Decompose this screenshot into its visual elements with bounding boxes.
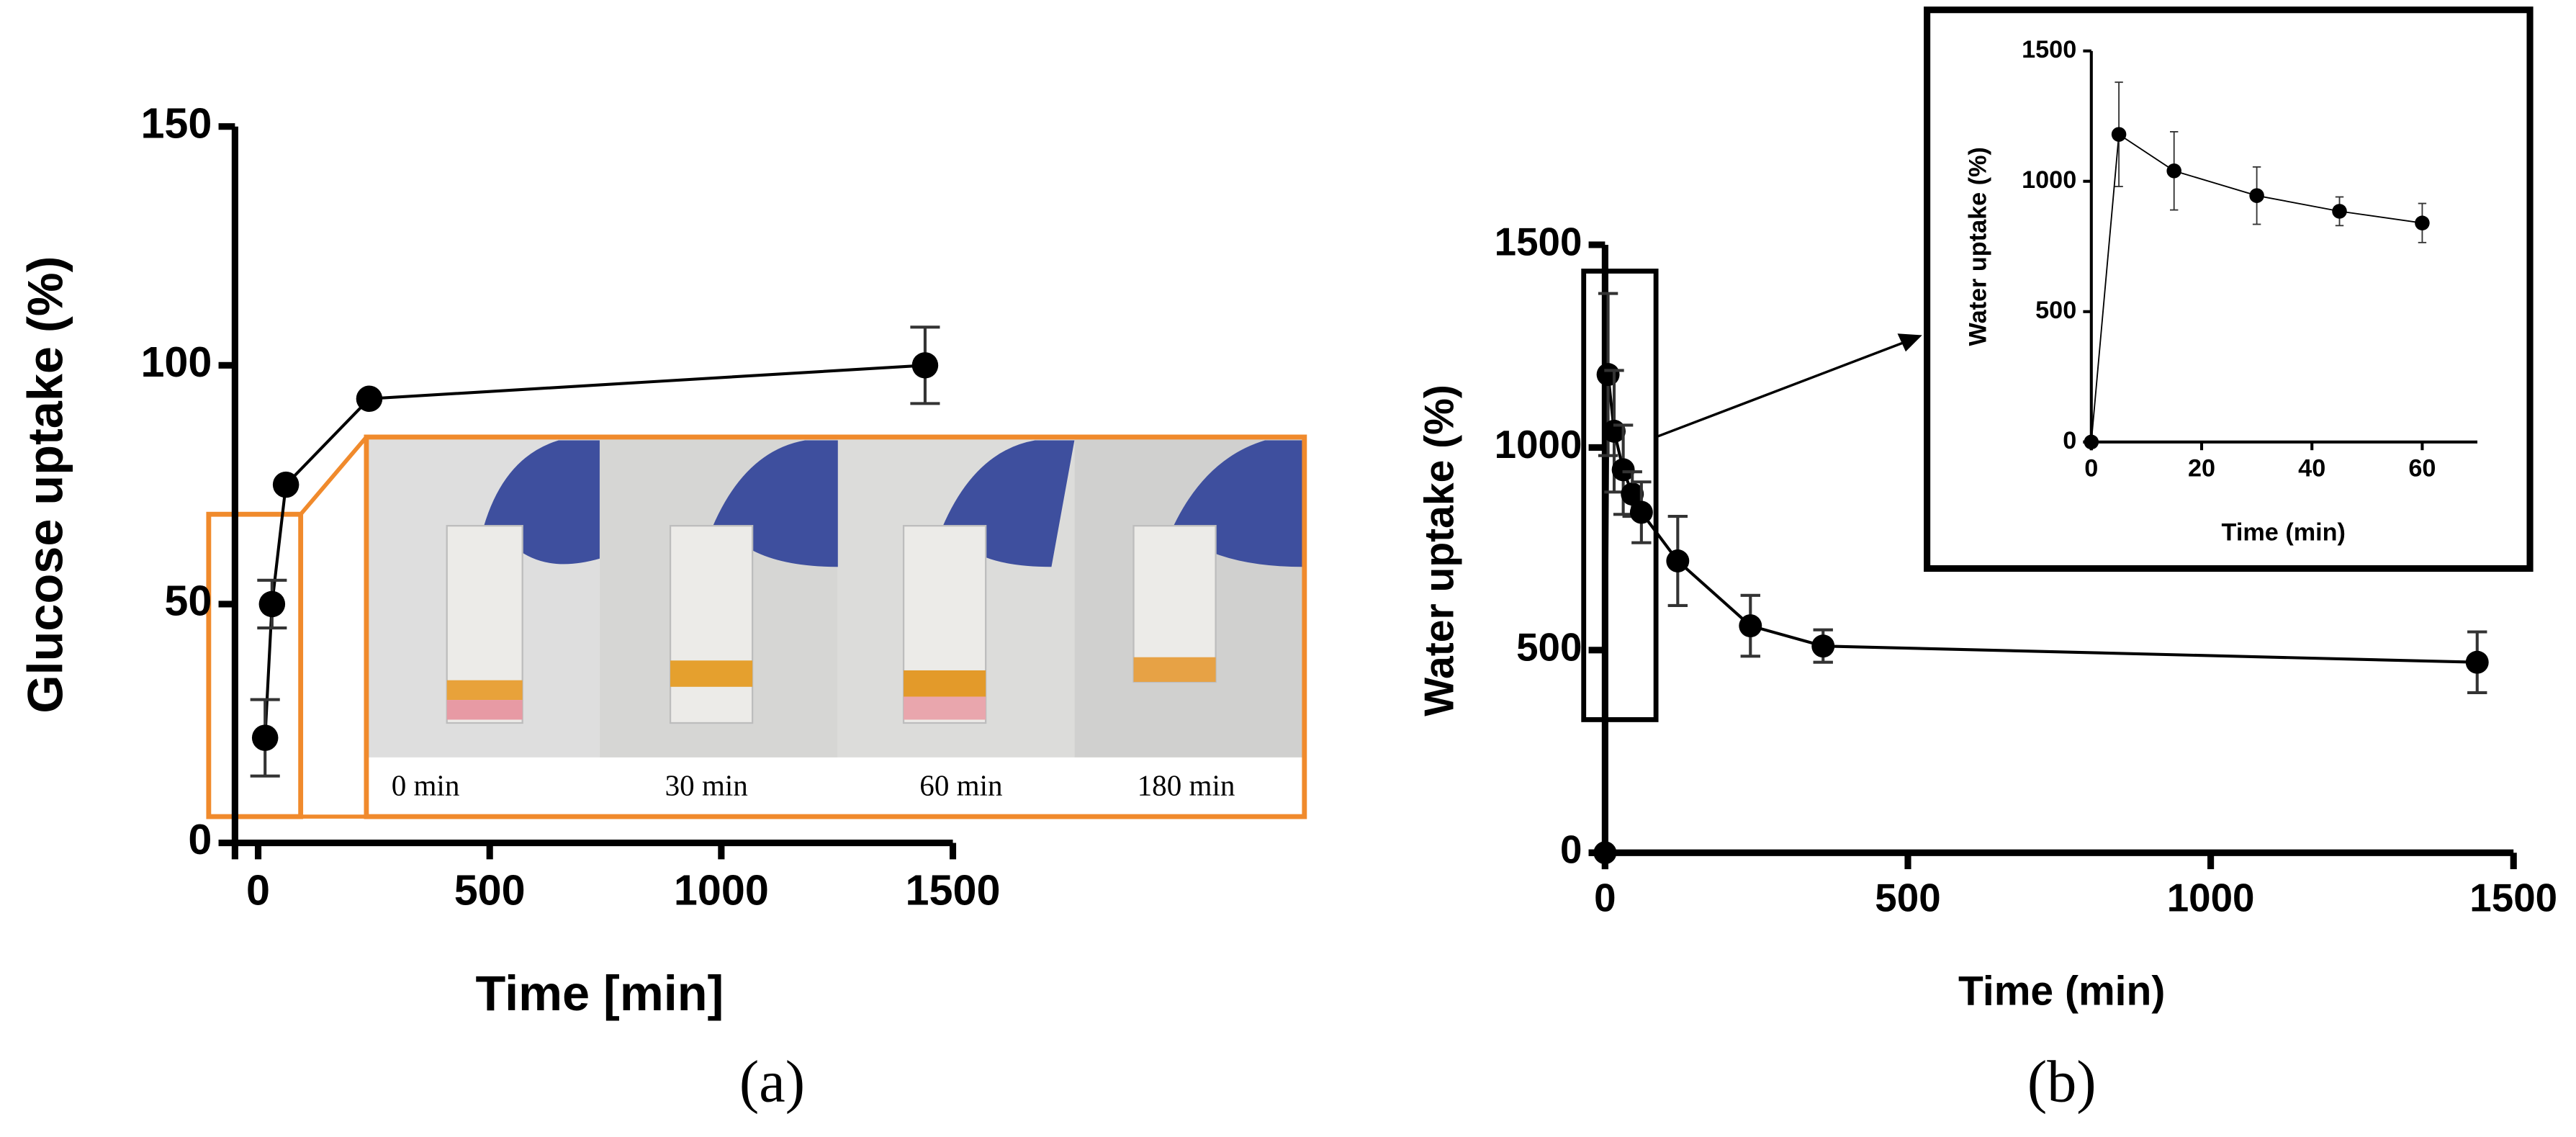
y-tick-label: 1500 xyxy=(1495,219,1582,264)
arrow-head xyxy=(1897,333,1922,352)
zoom-box xyxy=(206,511,304,819)
label-strip xyxy=(368,757,1303,815)
tube-content xyxy=(446,680,523,701)
data-point xyxy=(251,724,279,751)
x-tick-label: 0 xyxy=(2084,455,2098,482)
photo-label: 0 min xyxy=(392,769,460,802)
data-point xyxy=(1611,458,1635,482)
y-axis-label: Glucose uptake (%) xyxy=(18,256,73,714)
y-tick-label: 500 xyxy=(1516,624,1582,669)
y-tick-label: 0 xyxy=(188,815,212,863)
data-point xyxy=(1621,482,1644,506)
y-axis-label: Water uptake (%) xyxy=(1417,385,1463,716)
series-line xyxy=(2090,132,2423,442)
y-tick-label: 150 xyxy=(140,99,212,147)
tube xyxy=(669,525,754,724)
x-tick-label: 0 xyxy=(1594,875,1616,920)
data-point xyxy=(1596,363,1620,387)
x-tick-label: 1500 xyxy=(2469,875,2557,920)
photo-label: 30 min xyxy=(665,769,748,802)
y-axis-label: Water uptake (%) xyxy=(1965,147,1992,346)
inset-frame xyxy=(1924,6,2534,572)
photo-label: 180 min xyxy=(1138,769,1235,802)
photo-panels xyxy=(368,439,1303,815)
x-axis-label: Time [min] xyxy=(476,966,724,1021)
x-tick-label: 1000 xyxy=(674,866,769,914)
data-point xyxy=(1811,634,1835,658)
y-tick-label: 50 xyxy=(164,577,212,625)
x-tick-label: 40 xyxy=(2298,455,2325,482)
zoom-box xyxy=(1581,269,1659,722)
data-point xyxy=(1666,549,1690,572)
photo-frame xyxy=(364,434,1307,819)
tube-content xyxy=(1133,657,1216,682)
caption: (b) xyxy=(2027,1048,2097,1114)
y-tick-label: 0 xyxy=(2063,427,2076,454)
photo-inset xyxy=(206,434,1307,819)
y-tick-label: 1500 xyxy=(2022,36,2076,63)
y-tick-label: 1000 xyxy=(2022,166,2076,194)
x-axis-label: Time (min) xyxy=(1958,969,2165,1015)
x-tick-label: 20 xyxy=(2188,455,2215,482)
data-point xyxy=(2084,434,2099,450)
data-point xyxy=(2249,188,2264,203)
zoom-arrow xyxy=(1655,341,1906,439)
y-tick-label: 0 xyxy=(1560,827,1582,872)
x-tick-label: 1500 xyxy=(906,866,1001,914)
data-point xyxy=(2111,127,2127,142)
data-point xyxy=(1739,614,1762,638)
zoom-line xyxy=(299,436,369,516)
data-point xyxy=(272,471,300,498)
data-point xyxy=(2415,215,2430,230)
x-tick-label: 500 xyxy=(1875,875,1940,920)
data-point xyxy=(356,385,383,412)
caption: (a) xyxy=(739,1048,805,1114)
x-tick-label: 60 xyxy=(2408,455,2436,482)
data-point xyxy=(258,590,286,618)
x-axis-label: Time (min) xyxy=(2222,519,2346,547)
tube-content xyxy=(904,696,986,720)
tube-content xyxy=(446,700,523,720)
data-point xyxy=(2332,204,2347,219)
data-point xyxy=(1629,500,1653,524)
x-tick-label: 500 xyxy=(454,866,526,914)
photo-label: 60 min xyxy=(919,769,1002,802)
x-tick-label: 0 xyxy=(246,866,270,914)
y-tick-label: 100 xyxy=(140,338,212,386)
tube-content xyxy=(904,670,986,697)
data-point xyxy=(2166,163,2181,179)
data-point xyxy=(911,352,939,379)
x-tick-label: 1000 xyxy=(2167,875,2255,920)
y-tick-label: 500 xyxy=(2035,297,2076,324)
tube-content xyxy=(670,660,753,687)
data-point xyxy=(1593,841,1617,865)
data-point xyxy=(2465,650,2489,674)
y-tick-label: 1000 xyxy=(1495,422,1582,467)
